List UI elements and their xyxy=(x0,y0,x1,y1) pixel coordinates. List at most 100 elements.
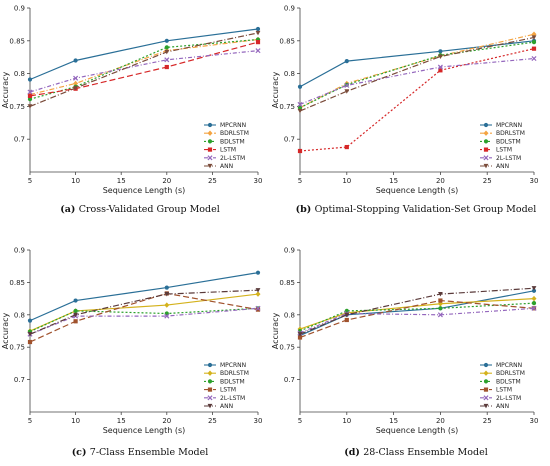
series-line-2l-lstm xyxy=(299,57,535,105)
data-point-2l-lstm xyxy=(73,75,79,81)
data-point-bdrlstm xyxy=(73,80,79,87)
y-tick-label: 0.75 xyxy=(279,103,295,111)
data-point-ann xyxy=(164,291,170,297)
legend-marker-2l-lstm xyxy=(207,395,213,401)
data-point-bdlstm xyxy=(27,97,33,102)
panel-caption-text: 7-Class Ensemble Model xyxy=(90,447,209,458)
legend-marker-2l-lstm xyxy=(207,155,213,161)
series-2l-lstm xyxy=(27,305,261,337)
x-tick-label: 15 xyxy=(389,177,398,185)
data-point-ann xyxy=(344,89,350,94)
data-point-mpcrnn xyxy=(297,84,303,89)
y-tick-label: 0.8 xyxy=(14,311,25,319)
data-point-mpcrnn xyxy=(27,318,33,323)
data-point-mpcrnn xyxy=(73,58,78,63)
data-point-2l-lstm xyxy=(297,101,303,107)
legend-label-mpcrnn: MPCRNN xyxy=(496,362,522,369)
y-tick-label: 0.9 xyxy=(284,5,295,13)
legend-label-2l-lstm: 2L-LSTM xyxy=(496,395,521,402)
x-tick-label: 5 xyxy=(28,417,32,425)
data-point-bdlstm xyxy=(297,105,303,110)
x-tick-label: 20 xyxy=(162,177,171,185)
series-mpcrnn xyxy=(297,288,537,338)
panel-caption-text: Cross-Validated Group Model xyxy=(79,204,220,215)
x-tick-label: 5 xyxy=(28,177,32,185)
data-point-bdlstm xyxy=(531,40,537,45)
data-point-ann xyxy=(27,104,33,109)
data-point-mpcrnn xyxy=(164,285,169,290)
series-line-lstm xyxy=(299,48,535,152)
panel-caption-text: 28-Class Ensemble Model xyxy=(363,447,488,458)
y-tick-label: 0.75 xyxy=(9,103,25,111)
legend-marker-mpcrnn xyxy=(483,122,489,128)
data-point-mpcrnn xyxy=(438,49,443,54)
data-point-ann xyxy=(297,332,303,337)
x-axis-label: Sequence Length (s) xyxy=(376,426,459,435)
data-point-lstm xyxy=(438,68,443,73)
legend-label-bdlstm: BDLSTM xyxy=(220,378,245,385)
data-point-lstm xyxy=(438,298,443,303)
series-line-ann xyxy=(29,289,259,335)
data-point-2l-lstm xyxy=(255,48,261,54)
x-tick-label: 5 xyxy=(298,177,302,185)
series-ann xyxy=(27,30,261,109)
legend-marker-ann xyxy=(207,403,213,409)
data-point-lstm xyxy=(344,144,349,150)
x-tick-label: 30 xyxy=(530,177,539,185)
y-tick-label: 0.75 xyxy=(9,344,25,352)
series-line-mpcrnn xyxy=(29,272,259,322)
legend-label-bdrlstm: BDRLSTM xyxy=(496,370,525,377)
x-tick-label: 15 xyxy=(389,417,398,425)
legend-label-bdrlstm: BDRLSTM xyxy=(220,370,249,377)
y-tick-label: 0.75 xyxy=(279,344,295,352)
y-tick-label: 0.8 xyxy=(14,70,25,78)
data-point-2l-lstm xyxy=(255,305,261,311)
y-tick-label: 0.7 xyxy=(284,136,295,144)
data-point-mpcrnn xyxy=(164,38,169,43)
legend-marker-mpcrnn xyxy=(483,362,489,368)
series-line-bdrlstm xyxy=(29,293,259,332)
series-bdrlstm xyxy=(297,31,537,111)
x-tick-label: 30 xyxy=(530,417,539,425)
series-ann xyxy=(27,288,261,337)
x-tick-label: 30 xyxy=(254,177,263,185)
data-point-mpcrnn xyxy=(531,288,537,293)
x-axis-label: Sequence Length (s) xyxy=(376,186,459,195)
data-point-2l-lstm xyxy=(164,313,170,319)
x-tick-label: 15 xyxy=(117,417,126,425)
legend-marker-bdrlstm xyxy=(207,130,213,136)
series-ann xyxy=(297,35,537,114)
panel-caption: (d) 28-Class Ensemble Model xyxy=(344,447,488,458)
legend-label-lstm: LSTM xyxy=(220,147,236,154)
data-point-mpcrnn xyxy=(344,59,349,64)
x-tick-label: 10 xyxy=(342,177,351,185)
x-tick-label: 25 xyxy=(483,417,492,425)
legend-marker-bdlstm xyxy=(483,139,489,144)
data-point-lstm xyxy=(164,64,169,70)
legend-label-bdrlstm: BDRLSTM xyxy=(496,130,525,137)
data-point-lstm xyxy=(344,317,349,323)
series-line-bdlstm xyxy=(29,307,259,333)
series-line-2l-lstm xyxy=(29,50,259,93)
series-line-bdlstm xyxy=(299,41,535,109)
legend-label-mpcrnn: MPCRNN xyxy=(496,122,522,129)
legend-label-bdlstm: BDLSTM xyxy=(496,378,521,385)
data-point-lstm xyxy=(73,319,78,324)
series-mpcrnn xyxy=(27,270,261,323)
data-point-2l-lstm xyxy=(531,55,537,62)
data-point-bdrlstm xyxy=(164,302,170,308)
y-tick-label: 0.85 xyxy=(9,37,25,45)
x-tick-label: 25 xyxy=(483,177,492,185)
legend-label-lstm: LSTM xyxy=(220,387,236,394)
legend-label-ann: ANN xyxy=(220,163,233,170)
y-axis-label: Accuracy xyxy=(271,312,280,349)
x-tick-label: 10 xyxy=(71,417,80,425)
legend-marker-bdrlstm xyxy=(483,130,489,136)
x-tick-label: 20 xyxy=(436,177,445,185)
y-tick-label: 0.9 xyxy=(14,247,25,255)
series-line-2l-lstm xyxy=(29,307,259,335)
y-axis-label: Accuracy xyxy=(1,312,10,349)
data-point-ann xyxy=(73,85,78,91)
legend-marker-lstm xyxy=(483,387,489,392)
